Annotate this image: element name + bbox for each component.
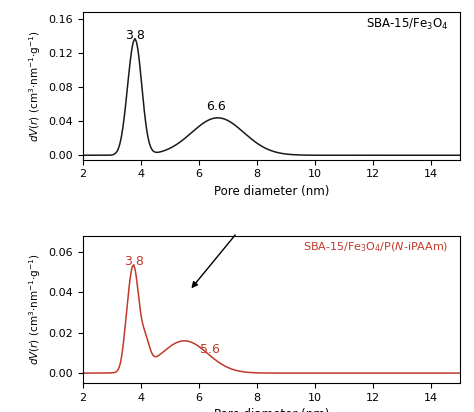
X-axis label: Pore diameter (nm): Pore diameter (nm) bbox=[214, 185, 329, 198]
Text: 6.6: 6.6 bbox=[206, 100, 226, 113]
Text: 5.6: 5.6 bbox=[201, 343, 220, 356]
Text: SBA-15/Fe$_3$O$_4$/P($N$-iPAAm): SBA-15/Fe$_3$O$_4$/P($N$-iPAAm) bbox=[303, 241, 448, 254]
Y-axis label: $dV(r)$ (cm$^3$$\cdot$nm$^{-1}$$\cdot$g$^{-1}$): $dV(r)$ (cm$^3$$\cdot$nm$^{-1}$$\cdot$g$… bbox=[27, 30, 43, 142]
Text: SBA-15/Fe$_3$O$_4$: SBA-15/Fe$_3$O$_4$ bbox=[366, 17, 448, 32]
Text: 3.8: 3.8 bbox=[125, 29, 145, 42]
X-axis label: Pore diameter (nm): Pore diameter (nm) bbox=[214, 408, 329, 412]
Y-axis label: $dV(r)$ (cm$^3$$\cdot$nm$^{-1}$$\cdot$g$^{-1}$): $dV(r)$ (cm$^3$$\cdot$nm$^{-1}$$\cdot$g$… bbox=[27, 254, 43, 365]
Text: 3.8: 3.8 bbox=[124, 255, 144, 268]
